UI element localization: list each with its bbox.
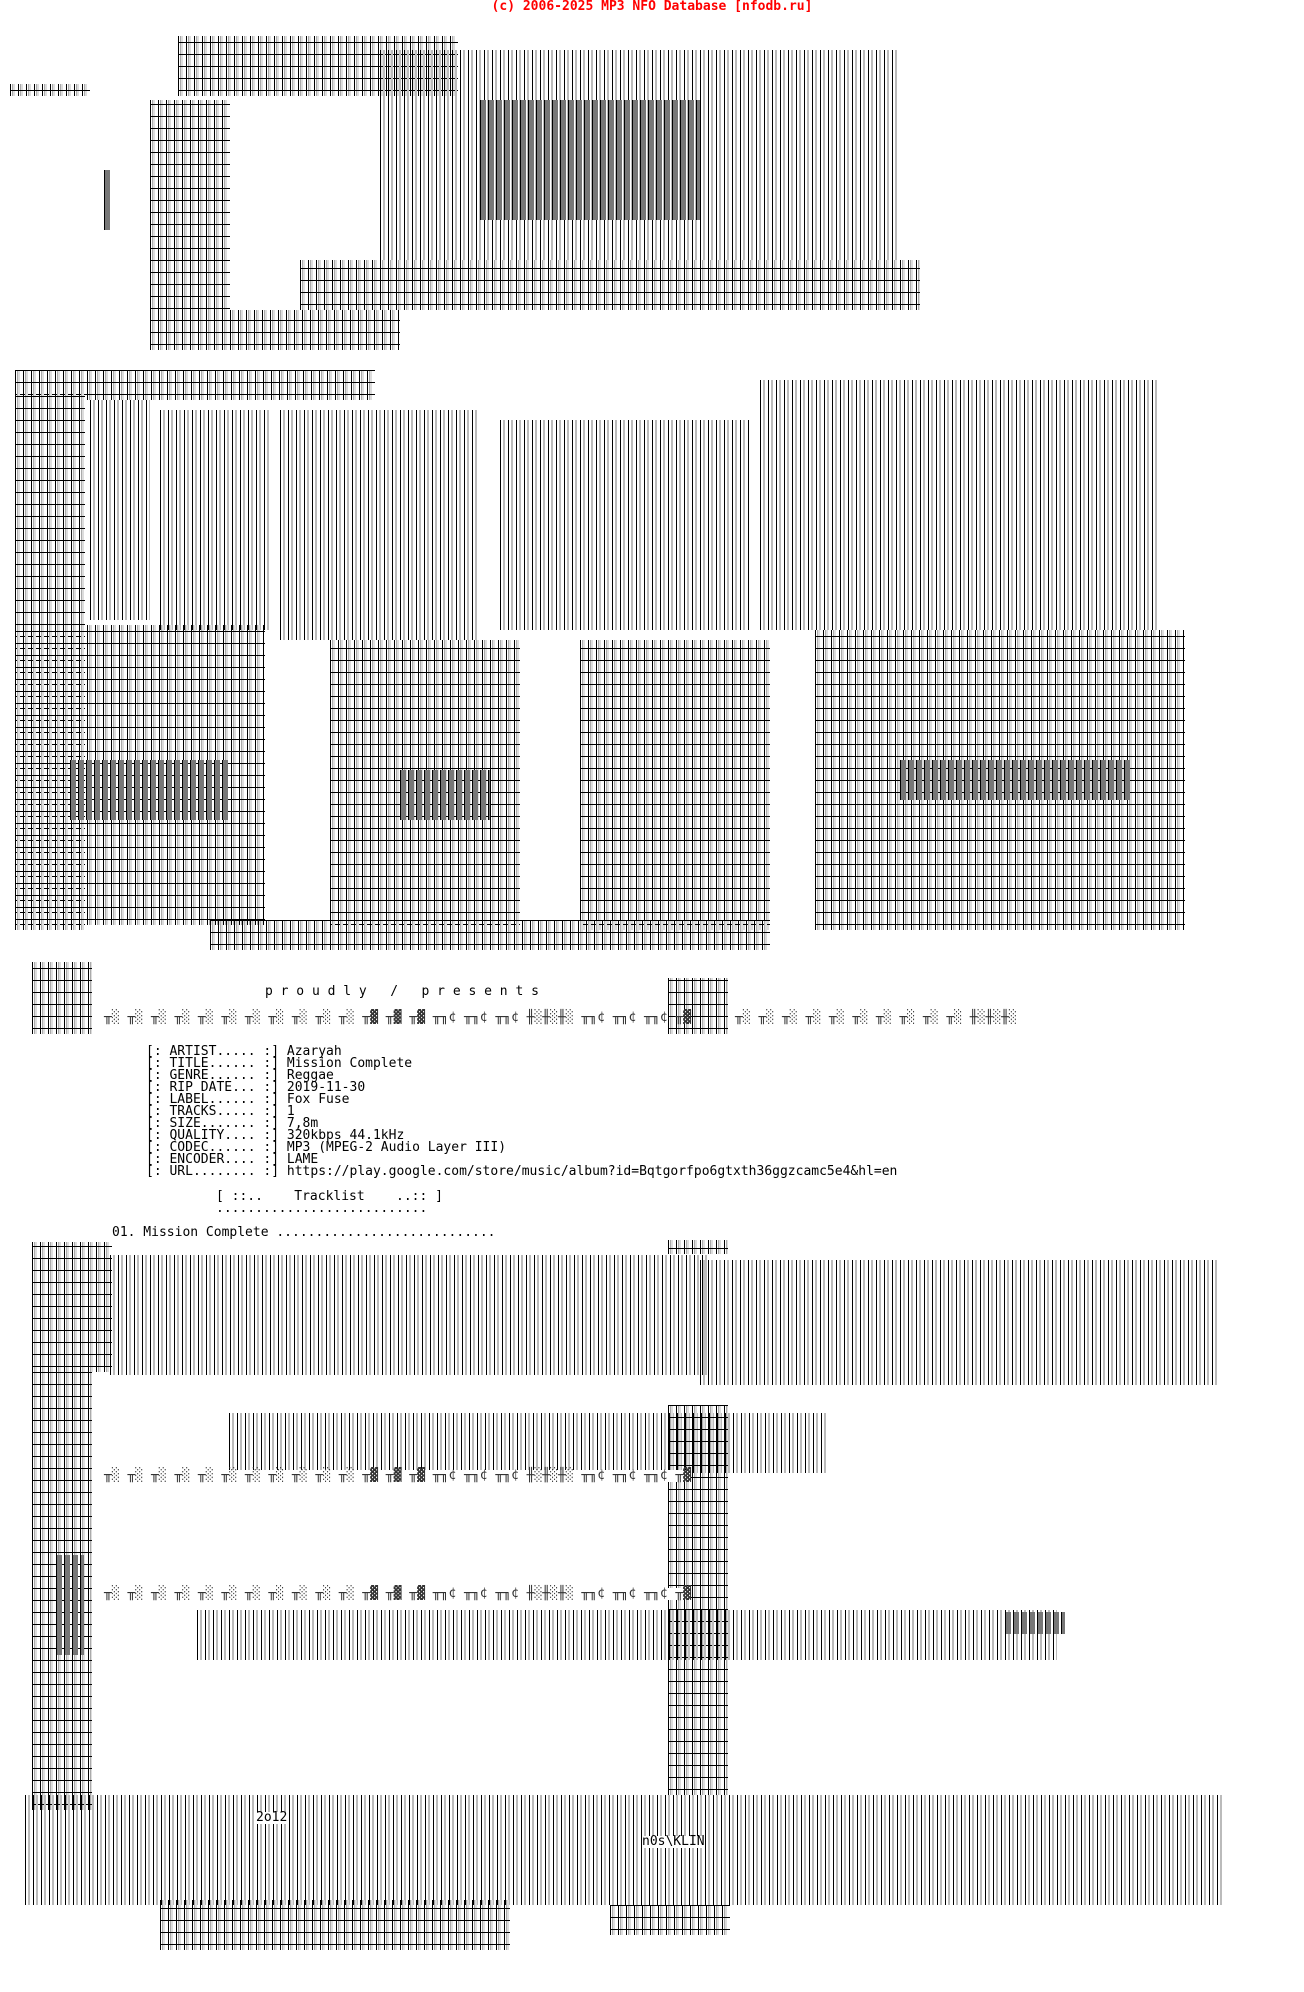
art-block (229, 1413, 829, 1473)
info-label: [: ENCODER.... :] (146, 1152, 280, 1167)
art-block (668, 978, 728, 1034)
info-label: [: TRACKS..... :] (146, 1104, 280, 1119)
info-row: [: CODEC...... :] MP3 (MPEG-2 Audio Laye… (146, 1140, 897, 1155)
art-block (160, 1900, 510, 1950)
info-value: 1 (286, 1104, 295, 1119)
art-year-tag: 2o12 (256, 1810, 288, 1825)
art-block (500, 420, 750, 630)
art-glyph-row: ╥░ ╥░ ╥░ ╥░ ╥░ ╥░ ╥░ ╥░ ╥░ ╥░ ╥░ ╥▓ ╥▓ ╥… (104, 1010, 691, 1025)
info-row: [: SIZE....... :] 7,8m (146, 1116, 897, 1131)
art-block (110, 1255, 710, 1375)
info-value: MP3 (MPEG-2 Audio Layer III) (286, 1140, 507, 1155)
proudly-presents-text: p r o u d l y / p r e s e n t s (265, 984, 539, 999)
art-block (580, 640, 770, 930)
info-value: Azaryah (286, 1044, 342, 1059)
copyright-banner: (c) 2006-2025 MP3 NFO Database [nfodb.ru… (491, 0, 813, 14)
info-value: 7,8m (286, 1116, 319, 1131)
info-url[interactable]: https://play.google.com/store/music/albu… (286, 1164, 898, 1179)
info-value: 2019-11-30 (286, 1080, 366, 1095)
art-block (760, 380, 1160, 630)
art-block (32, 1242, 112, 1372)
art-block (90, 400, 150, 620)
info-value: Fox Fuse (286, 1092, 350, 1107)
art-glyph-row: ╥░ ╥░ ╥░ ╥░ ╥░ ╥░ ╥░ ╥░ ╥░ ╥░ ╥░ ╥▓ ╥▓ ╥… (104, 1586, 691, 1601)
art-block (668, 1240, 728, 1254)
art-block (10, 84, 90, 96)
info-row: [: LABEL...... :] Fox Fuse (146, 1092, 897, 1107)
info-row: [: ENCODER.... :] LAME (146, 1152, 897, 1167)
art-block (900, 760, 1130, 800)
art-block (700, 1260, 1220, 1385)
art-block (150, 310, 400, 350)
art-credit: n0s\KLIN (642, 1834, 705, 1849)
track-item: 01. Mission Complete ...................… (112, 1225, 496, 1240)
art-glyph-row: ╥░ ╥░ ╥░ ╥░ ╥░ ╥░ ╥░ ╥░ ╥░ ╥░ ╫░╫░╫░ (735, 1010, 1017, 1025)
art-block (56, 1555, 84, 1655)
art-block (300, 260, 920, 310)
art-block (104, 170, 112, 230)
release-info: [: ARTIST..... :] Azaryah [: TITLE......… (146, 1044, 898, 1179)
info-row: [: ARTIST..... :] Azaryah (146, 1044, 897, 1059)
tracklist-underline: ........................... (216, 1201, 428, 1216)
art-glyph-row: ╥░ ╥░ ╥░ ╥░ ╥░ ╥░ ╥░ ╥░ ╥░ ╥░ ╥░ ╥▓ ╥▓ ╥… (104, 1468, 691, 1483)
info-label: [: TITLE...... :] (146, 1056, 280, 1071)
info-row: [: URL........ :] https://play.google.co… (146, 1164, 898, 1179)
art-block (160, 410, 270, 630)
art-block (32, 962, 92, 1034)
info-row: [: TRACKS..... :] 1 (146, 1104, 897, 1119)
info-label: [: QUALITY.... :] (146, 1128, 280, 1143)
art-block (150, 100, 230, 350)
tracklist-header: [ ::.. Tracklist ..:: ] (216, 1189, 443, 1204)
info-row: [: RIP DATE... :] 2019-11-30 (146, 1080, 897, 1095)
art-block (610, 1905, 730, 1935)
art-block (280, 410, 480, 640)
info-label: [: ARTIST..... :] (146, 1044, 280, 1059)
info-label: [: LABEL...... :] (146, 1092, 280, 1107)
info-value: LAME (286, 1152, 319, 1167)
info-label: [: RIP DATE... :] (146, 1080, 280, 1095)
info-label: [: URL........ :] (146, 1164, 280, 1179)
info-value: Reggae (286, 1068, 334, 1083)
art-block (210, 920, 770, 950)
info-row: [: QUALITY.... :] 320kbps 44.1kHz (146, 1128, 897, 1143)
info-row: [: TITLE...... :] Mission Complete (146, 1056, 897, 1071)
info-label: [: CODEC...... :] (146, 1140, 280, 1155)
art-block (25, 1795, 1225, 1905)
art-block (70, 760, 230, 820)
info-label: [: SIZE....... :] (146, 1116, 280, 1131)
info-value: 320kbps 44.1kHz (286, 1128, 405, 1143)
art-block (1005, 1612, 1065, 1634)
art-block (197, 1610, 1057, 1660)
info-label: [: GENRE...... :] (146, 1068, 280, 1083)
art-block (400, 770, 490, 820)
info-row: [: GENRE...... :] Reggae (146, 1068, 897, 1083)
art-block (480, 100, 700, 220)
info-value: Mission Complete (286, 1056, 413, 1071)
